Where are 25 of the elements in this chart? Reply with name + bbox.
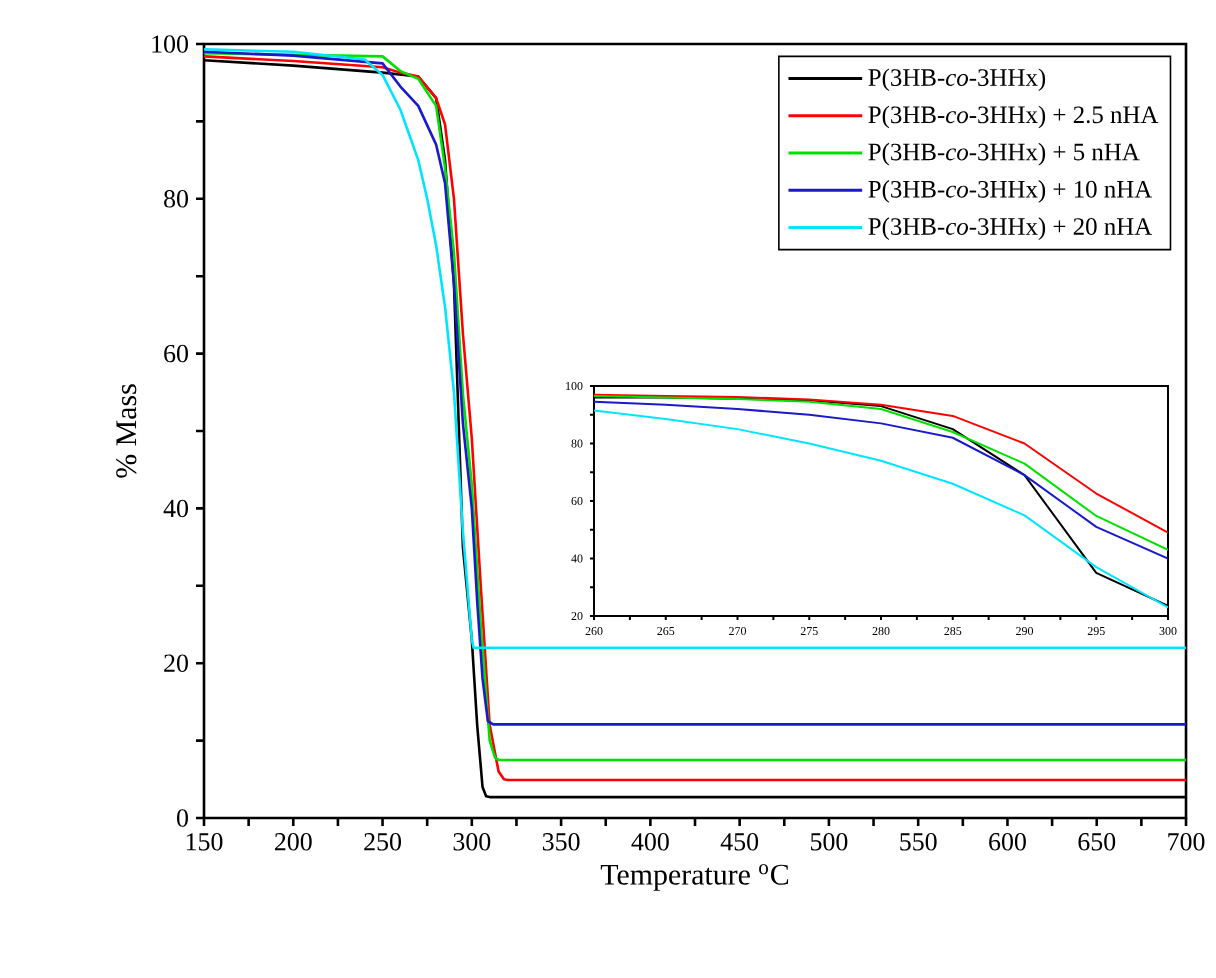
x-tick-label: 300 (453, 833, 491, 851)
legend-label: P(3HB-co-3HHx) + 20 nHA (868, 217, 1153, 240)
y-tick-label: 100 (152, 35, 188, 53)
x-tick-label: 650 (1078, 833, 1116, 851)
legend-label: P(3HB-co-3HHx) (868, 68, 1046, 91)
y-tick-label: 80 (164, 190, 188, 208)
x-tick-label: 550 (900, 833, 937, 851)
legend-label: P(3HB-co-3HHx) + 5 nHA (868, 142, 1140, 166)
x-tick-label: 500 (810, 833, 848, 851)
y-tick-label: 40 (163, 499, 188, 518)
y-tick-label: 60 (164, 344, 188, 363)
x-tick-label: 200 (274, 833, 312, 851)
x-tick-label: 700 (1168, 833, 1205, 851)
x-tick-label: 600 (989, 833, 1026, 851)
x-tick-label: 250 (364, 833, 401, 851)
x-axis-title: Temperature $^{o}$C (600, 864, 789, 891)
y-tick-label: 20 (164, 654, 188, 672)
x-tick-label: 450 (720, 833, 759, 851)
x-tick-label: 400 (631, 833, 669, 851)
legend-label: P(3HB-co-3HHx) + 10 nHA (868, 180, 1153, 203)
x-tick-label: 350 (542, 833, 580, 851)
y-tick-label: 0 (177, 809, 188, 827)
x-tick-label: 150 (186, 833, 223, 851)
y-axis-title: % Mass (116, 384, 137, 478)
legend-label: P(3HB-co-3HHx) + 2.5 nHA (868, 105, 1159, 129)
